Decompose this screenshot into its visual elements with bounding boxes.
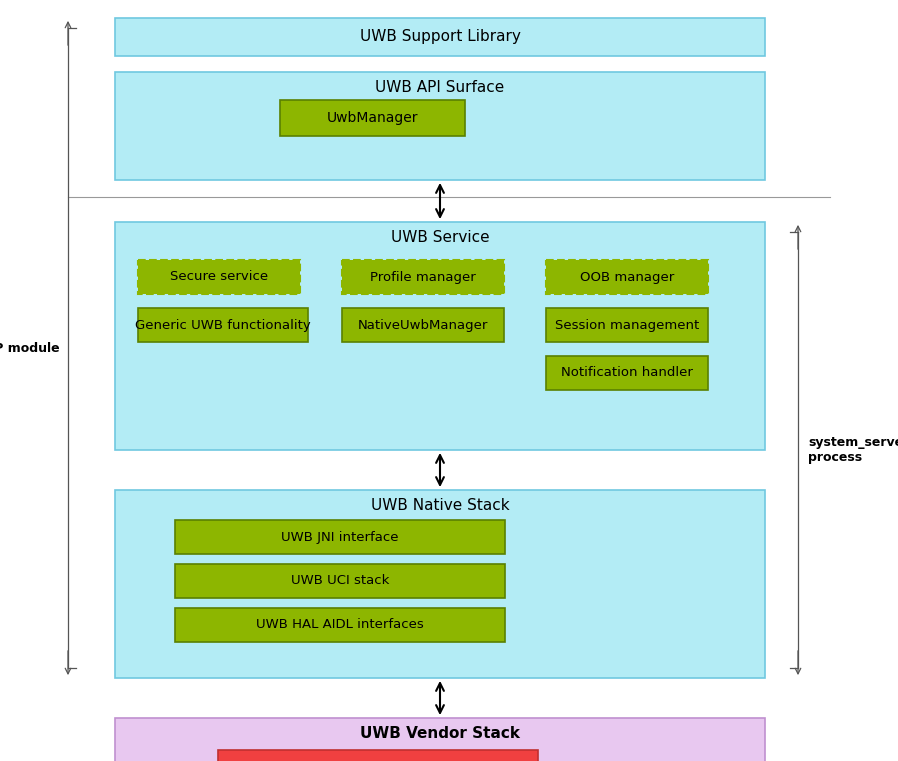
Bar	[546, 260, 708, 294]
Bar	[546, 308, 708, 342]
Text: UWB UCI stack: UWB UCI stack	[291, 575, 389, 587]
Text: UWB API Surface: UWB API Surface	[375, 81, 505, 95]
Text: system_server
process: system_server process	[808, 436, 898, 464]
Bar	[175, 564, 505, 598]
Bar	[342, 308, 504, 342]
Bar	[175, 520, 505, 554]
Text: Notification handler: Notification handler	[561, 367, 693, 380]
Text: UwbManager: UwbManager	[327, 111, 418, 125]
Bar	[138, 260, 300, 294]
Text: UWB Vendor Stack: UWB Vendor Stack	[360, 727, 520, 741]
Text: NativeUwbManager: NativeUwbManager	[357, 319, 489, 332]
Text: UWB Native Stack: UWB Native Stack	[371, 498, 509, 514]
Bar	[115, 490, 765, 678]
Bar	[115, 18, 765, 56]
Bar	[546, 356, 708, 390]
Text: Session management: Session management	[555, 319, 700, 332]
Text: UWB Service: UWB Service	[391, 231, 489, 246]
Text: OOB manager: OOB manager	[580, 270, 674, 284]
Text: Profile manager: Profile manager	[370, 270, 476, 284]
Bar	[138, 308, 308, 342]
Bar	[342, 260, 504, 294]
Bar	[115, 718, 765, 761]
Text: UWB Support Library: UWB Support Library	[359, 30, 521, 44]
Bar	[280, 100, 465, 136]
Bar	[115, 222, 765, 450]
Text: Secure service: Secure service	[170, 270, 269, 284]
Bar	[115, 72, 765, 180]
Bar	[175, 608, 505, 642]
Text: AOSP module: AOSP module	[0, 342, 60, 355]
Bar	[218, 750, 538, 761]
Text: UWB JNI interface: UWB JNI interface	[281, 530, 399, 543]
Text: Generic UWB functionality: Generic UWB functionality	[135, 319, 311, 332]
Text: UWB HAL AIDL interfaces: UWB HAL AIDL interfaces	[256, 619, 424, 632]
